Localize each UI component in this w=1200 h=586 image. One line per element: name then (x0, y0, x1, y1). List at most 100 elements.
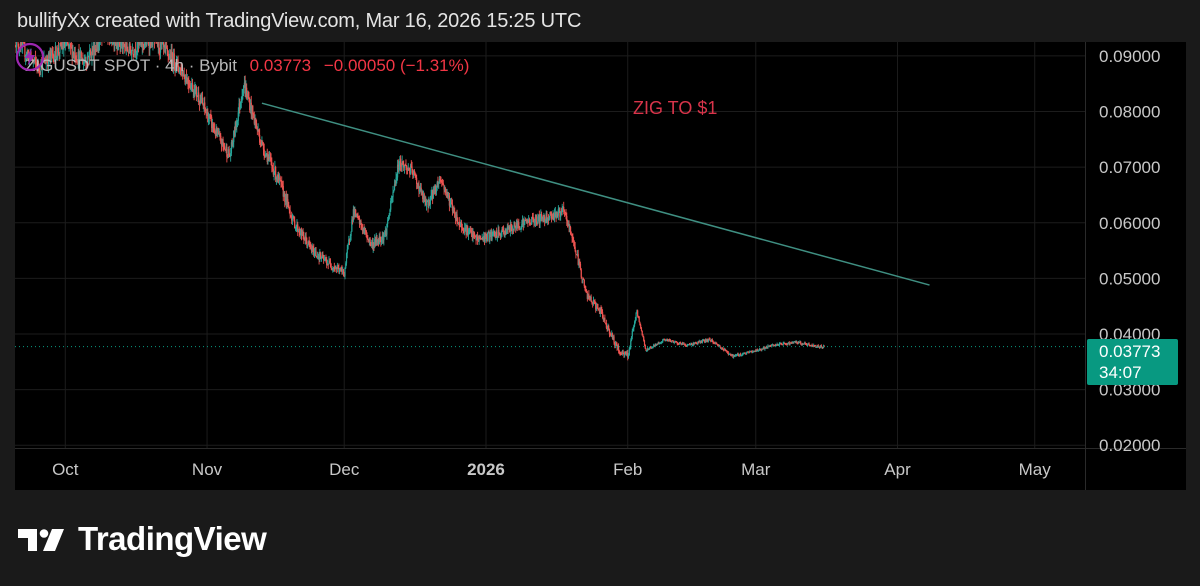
candle (246, 90, 249, 101)
candle (182, 70, 185, 77)
candle (608, 324, 610, 331)
candle (204, 96, 206, 116)
candle (95, 44, 97, 56)
candle (798, 341, 800, 344)
candle (145, 42, 147, 48)
candle (494, 231, 496, 239)
candle (170, 43, 172, 66)
candle (323, 254, 325, 264)
candle (81, 57, 83, 61)
candle (139, 42, 141, 46)
candle (444, 187, 447, 196)
candle (604, 314, 606, 324)
candle (493, 230, 495, 237)
candle (532, 212, 534, 223)
candle (508, 225, 510, 230)
candle (60, 42, 63, 50)
candle (142, 42, 144, 53)
candle (509, 225, 511, 233)
candle (468, 228, 470, 235)
candle (755, 349, 758, 352)
candle (597, 303, 599, 312)
candle (725, 349, 727, 352)
candle (259, 139, 261, 148)
candle (273, 170, 275, 181)
candle (311, 243, 313, 255)
candle (656, 343, 658, 346)
candle (358, 215, 361, 228)
candle (77, 48, 79, 69)
candle (492, 231, 494, 237)
candle (606, 325, 608, 332)
candle (375, 232, 377, 246)
candle (287, 201, 290, 209)
candle (140, 42, 142, 47)
candle (748, 351, 750, 354)
candle (778, 344, 780, 347)
candle (320, 251, 322, 259)
candle (248, 91, 250, 103)
candle (429, 195, 431, 210)
candle (320, 256, 322, 262)
candle (134, 48, 136, 58)
candle (299, 228, 301, 236)
candle (489, 231, 491, 245)
trendline (261, 102, 930, 286)
candle (158, 42, 160, 56)
candle (491, 229, 493, 242)
candle (510, 221, 512, 232)
candle (813, 344, 816, 348)
candle (573, 240, 575, 249)
candle (583, 279, 585, 288)
candle (476, 233, 478, 241)
lightning-icon[interactable] (15, 42, 45, 72)
candle (582, 278, 584, 284)
candle (743, 352, 745, 355)
candle (262, 140, 264, 146)
chart-canvas[interactable]: 0.090000.080000.070000.060000.050000.040… (15, 42, 1186, 490)
candle (368, 237, 370, 246)
candle (226, 143, 228, 163)
candle (610, 333, 612, 337)
candle (647, 348, 649, 351)
candle (486, 232, 489, 242)
candle (438, 181, 440, 189)
candle (696, 342, 698, 345)
candle (233, 126, 236, 138)
candle (595, 301, 597, 313)
time-tick-label: Mar (741, 460, 771, 479)
candle (364, 226, 366, 235)
candle (65, 42, 67, 47)
candle (141, 42, 143, 55)
time-axis: Oct Nov Dec 2026 Feb Mar Apr May (52, 460, 1051, 479)
candle (553, 208, 556, 223)
candle (575, 250, 577, 259)
candle (561, 203, 563, 216)
candle (190, 82, 192, 93)
candle (787, 342, 789, 346)
candle (626, 350, 628, 357)
chart-panel[interactable]: 0.09000 0.08000 0.07000 0.06000 0.05000 0.040… (15, 42, 1186, 490)
candle (596, 303, 598, 309)
chart-annotation[interactable]: ZIG TO $1 (633, 98, 718, 118)
candle (387, 215, 390, 222)
candle (326, 256, 328, 269)
candle (633, 324, 635, 332)
candle (252, 112, 255, 119)
candle (817, 344, 819, 348)
candle (675, 341, 677, 343)
candle (316, 251, 319, 260)
candle (808, 342, 810, 347)
candle (645, 348, 647, 352)
candle (635, 312, 637, 321)
candle (813, 343, 815, 348)
candle (592, 296, 595, 306)
candle (675, 341, 678, 343)
candle (611, 330, 613, 338)
candle (161, 42, 163, 50)
candle (348, 238, 351, 246)
candle (636, 309, 638, 314)
candle (482, 236, 484, 242)
candle (114, 42, 117, 46)
candle (470, 226, 472, 233)
